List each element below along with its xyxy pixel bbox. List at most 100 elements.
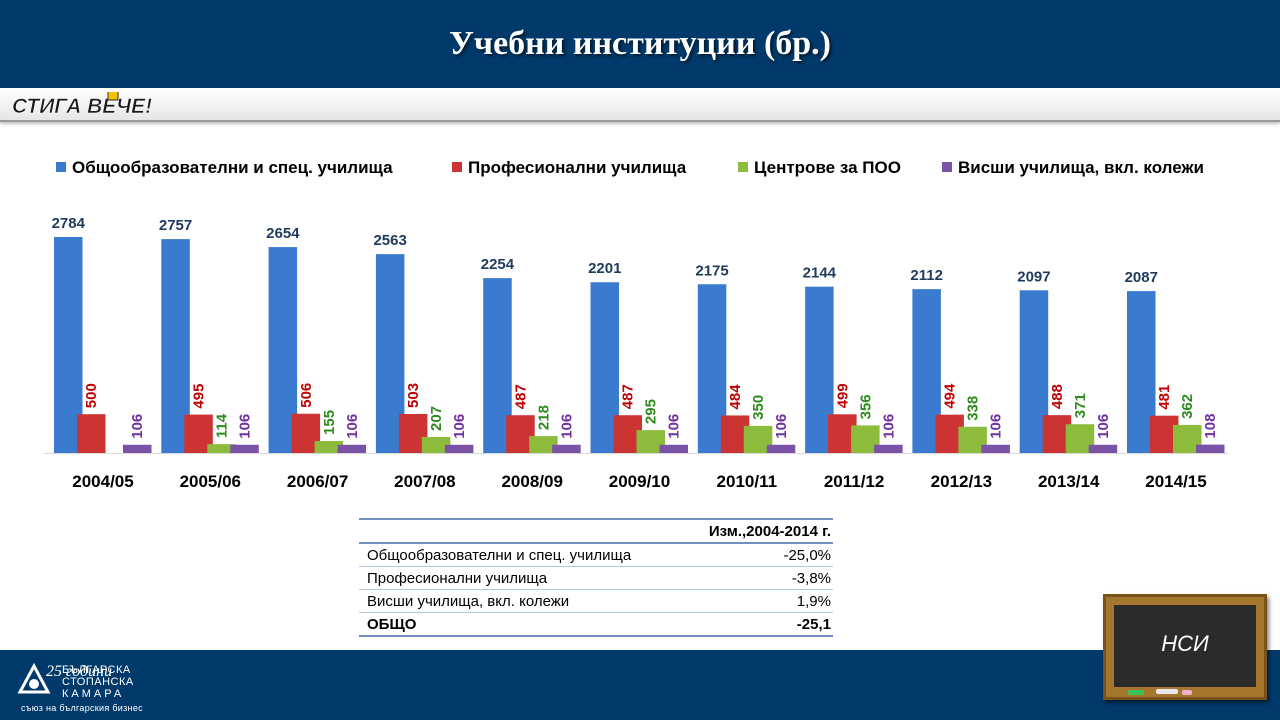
x-tick-label: 2014/15 [1145, 472, 1206, 491]
bar-chart: 2784 500 106 2004/05 2757 495 114 106 2005/06 265… [44, 215, 1228, 491]
data-label: 106 [237, 414, 254, 439]
legend-label: Центрове за ПОО [754, 158, 901, 177]
bar [421, 436, 451, 453]
data-label: 356 [857, 394, 874, 419]
data-label: 2087 [1125, 269, 1158, 286]
bar [766, 444, 796, 453]
header-bar [0, 0, 1280, 88]
bar [77, 414, 106, 453]
x-tick-label: 2004/05 [72, 472, 133, 491]
data-label: 106 [129, 414, 146, 439]
table-header-row: Изм.,2004-2014 г. [359, 518, 833, 544]
org-name-line3: КАМАРА [62, 688, 125, 700]
bar [230, 444, 259, 453]
legend-item: Общообразователни и спец. училища [56, 156, 393, 180]
bar [337, 444, 367, 453]
data-label: 106 [988, 414, 1005, 439]
table-total-label: ОБЩО [359, 612, 680, 637]
data-label: 106 [773, 414, 790, 439]
data-label: 506 [298, 383, 315, 408]
data-label: 2144 [803, 265, 837, 282]
legend-item: Професионални училища [452, 156, 686, 180]
x-tick-label: 2005/06 [180, 472, 241, 491]
data-label: 114 [214, 413, 231, 438]
data-label: 481 [1156, 385, 1173, 410]
source-label: НСИ [1161, 631, 1209, 656]
data-label: 108 [1202, 414, 1219, 439]
table-row: Професионални училища -3,8% [359, 566, 833, 590]
footer-bar [0, 650, 1280, 720]
x-tick-label: 2010/11 [717, 472, 778, 491]
data-label: 350 [750, 395, 767, 420]
x-tick-label: 2012/13 [931, 472, 992, 491]
data-label: 487 [512, 384, 529, 409]
data-label: 487 [620, 384, 637, 409]
bar [207, 444, 236, 453]
bar [444, 444, 474, 453]
org-tagline: съюз на българския бизнес [21, 703, 143, 713]
legend-label: Висши училища, вкл. колежи [958, 158, 1204, 177]
table-row-value: 1,9% [679, 589, 833, 613]
data-label: 106 [344, 414, 361, 439]
data-label: 106 [880, 414, 897, 439]
table-row-label: Висши училища, вкл. колежи [359, 589, 680, 613]
data-label: 484 [727, 384, 744, 410]
data-label: 499 [834, 383, 851, 408]
chart-legend: Общообразователни и спец. училища Професи… [0, 156, 1280, 180]
data-label: 500 [83, 383, 100, 408]
bar [981, 444, 1010, 453]
anniversary-text: 25 години [46, 663, 112, 680]
bar [314, 440, 344, 453]
table-row-label: Общообразователни и спец. училища [359, 543, 680, 567]
data-label: 503 [405, 383, 422, 408]
data-label: 2563 [373, 232, 406, 249]
legend-swatch [942, 162, 952, 172]
source-chalkboard: НСИ [1103, 594, 1267, 700]
table-row-label: Професионални училища [359, 566, 680, 590]
table-row: Висши училища, вкл. колежи 1,9% [359, 589, 833, 613]
bar [874, 444, 903, 453]
data-label: 295 [643, 399, 660, 424]
table-row: Общообразователни и спец. училища -25,0% [359, 543, 833, 567]
x-tick-label: 2006/07 [287, 472, 348, 491]
chalkboard-surface: НСИ [1114, 605, 1256, 687]
org-name-line1: БЪЛГАРСКА [62, 664, 131, 676]
x-tick-label: 2008/09 [501, 472, 562, 491]
bar [529, 436, 558, 453]
data-label: 2654 [266, 225, 300, 242]
data-label: 2784 [52, 215, 86, 232]
logo-text: СТИГА ВЕЧЕ! [12, 95, 152, 118]
data-label: 488 [1049, 384, 1066, 409]
table-header-value: Изм.,2004-2014 г. [679, 518, 833, 544]
data-label: 494 [942, 383, 959, 409]
table-total-value: -25,1 [679, 612, 833, 637]
logo-band [0, 88, 1280, 122]
legend-item: Центрове за ПОО [738, 156, 901, 180]
data-label: 218 [535, 405, 552, 430]
change-table: Изм.,2004-2014 г. Общообразователни и сп… [359, 518, 833, 637]
data-label: 338 [965, 396, 982, 421]
logo-flag [107, 92, 119, 101]
legend-label: Професионални училища [468, 158, 687, 177]
legend-swatch [56, 162, 66, 172]
table-row-value: -3,8% [679, 566, 833, 590]
data-label: 155 [321, 410, 338, 435]
bar [1088, 444, 1118, 453]
data-label: 2175 [695, 262, 728, 279]
x-tick-label: 2009/10 [609, 472, 670, 491]
data-label: 106 [558, 414, 575, 439]
chalk-white-icon [1156, 689, 1178, 694]
stiga-veche-logo: СТИГА ВЕЧЕ! [12, 92, 152, 118]
data-label: 2201 [588, 260, 621, 277]
data-label: 207 [428, 406, 445, 431]
x-tick-label: 2013/14 [1038, 472, 1100, 491]
bar [636, 430, 665, 453]
data-label: 106 [451, 414, 468, 439]
table-header-label [359, 518, 680, 544]
x-tick-label: 2011/12 [824, 472, 885, 491]
legend-label: Общообразователни и спец. училища [72, 158, 393, 177]
data-label: 106 [1095, 414, 1112, 439]
data-label: 495 [191, 384, 208, 409]
table-total-row: ОБЩО -25,1 [359, 612, 833, 637]
legend-swatch [738, 162, 748, 172]
